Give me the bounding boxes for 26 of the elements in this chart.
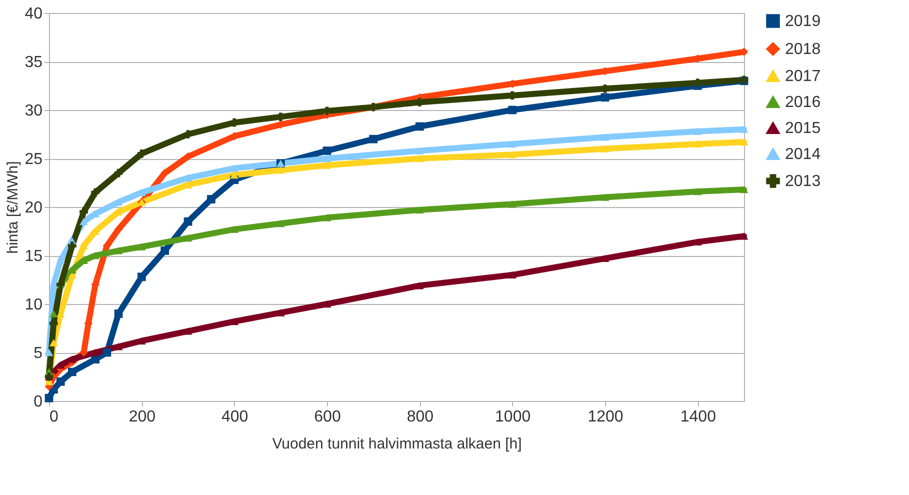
x-tick-label: 1400 <box>680 408 716 426</box>
x-tick-label: 1200 <box>588 408 624 426</box>
legend-label: 2016 <box>785 94 821 111</box>
y-tick-label: 10 <box>24 296 43 314</box>
x-tick-label: 0 <box>50 408 58 426</box>
legend-label: 2017 <box>785 68 821 85</box>
x-axis-title: Vuoden tunnit halvimmasta alkaen [h] <box>272 436 522 452</box>
y-tick-label: 15 <box>24 248 43 265</box>
y-tick-label: 40 <box>24 6 43 22</box>
legend-label: 2018 <box>785 41 821 58</box>
legend-label: 2014 <box>785 146 821 163</box>
y-tick-label: 20 <box>24 200 43 216</box>
y-axis-title: hinta [€/MWh] <box>4 161 22 254</box>
x-tick-label: 400 <box>221 408 248 426</box>
x-tick-label: 1000 <box>495 408 531 426</box>
y-tick-label: 0 <box>34 394 43 410</box>
legend-label: 2013 <box>785 173 821 190</box>
x-tick-label: 800 <box>406 408 434 426</box>
x-tick-label: 600 <box>314 408 341 426</box>
y-tick-label: 25 <box>24 151 43 168</box>
y-tick-label: 30 <box>24 102 43 120</box>
y-tick-label: 5 <box>34 345 43 362</box>
legend-label: 2015 <box>785 120 821 137</box>
y-tick-label: 35 <box>24 54 43 71</box>
legend-label: 2019 <box>785 13 821 30</box>
x-tick-label: 200 <box>128 408 156 426</box>
